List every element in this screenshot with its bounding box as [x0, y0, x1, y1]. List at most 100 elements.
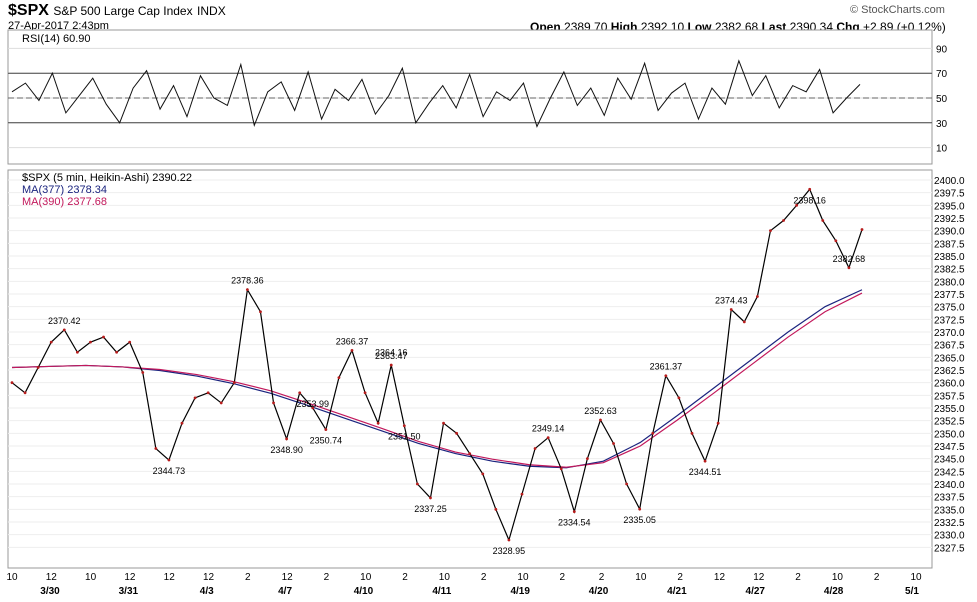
price-point [755, 295, 759, 298]
price-tick-label: 2327.5 [934, 543, 965, 554]
price-tick-label: 2372.5 [934, 315, 965, 326]
price-annotation: 2353.99 [296, 399, 329, 409]
price-point [729, 308, 733, 311]
ma2-label: MA(390) 2377.68 [22, 196, 107, 208]
price-annotation: 2364.16 [375, 348, 408, 358]
x-tick-label: 10 [635, 572, 647, 583]
price-point [298, 391, 302, 395]
brand-logo: © StockCharts.com [850, 4, 945, 16]
price-point [180, 421, 184, 425]
x-date-label: 4/27 [746, 586, 766, 597]
price-annotation: 2335.05 [623, 515, 656, 525]
price-annotation: 2378.36 [231, 276, 264, 286]
price-point [507, 538, 511, 542]
price-point [23, 391, 27, 395]
x-date-label: 3/30 [40, 586, 60, 597]
price-point [10, 381, 14, 385]
price-point [337, 376, 341, 379]
ma1-label: MA(377) 2378.34 [22, 184, 107, 196]
price-annotation: 2351.50 [388, 432, 421, 442]
price-point [625, 482, 629, 486]
price-tick-label: 2382.5 [934, 265, 965, 276]
price-point [860, 228, 864, 231]
price-point [324, 428, 328, 431]
price-tick-label: 2395.0 [934, 201, 965, 212]
header-date: 27-Apr-2017 2:43pm [8, 20, 109, 32]
price-point [206, 391, 210, 395]
price-point [599, 418, 602, 422]
rsi-tick-label: 30 [936, 119, 948, 130]
price-point [219, 401, 223, 405]
price-point [75, 350, 79, 354]
x-tick-label: 2 [402, 572, 408, 583]
price-point [546, 436, 550, 440]
x-tick-label: 2 [324, 572, 330, 583]
price-point [742, 320, 746, 324]
price-tick-label: 2400.0 [934, 176, 965, 187]
price-annotation: 2337.25 [414, 504, 447, 514]
price-point [468, 452, 472, 455]
x-tick-label: 12 [203, 572, 215, 583]
price-tick-label: 2357.5 [934, 391, 965, 402]
price-annotation: 2348.90 [270, 445, 303, 455]
price-annotation: 2350.74 [310, 436, 343, 446]
price-annotation: 2366.37 [336, 336, 369, 346]
price-point [703, 459, 707, 463]
price-point [690, 431, 694, 435]
price-annotation: 2374.43 [715, 296, 748, 306]
price-tick-label: 2330.0 [934, 531, 965, 542]
x-date-label: 3/31 [119, 586, 139, 597]
price-tick-label: 2335.0 [934, 505, 965, 516]
price-tick-label: 2367.5 [934, 341, 965, 352]
price-point [834, 239, 838, 243]
x-tick-label: 10 [6, 572, 18, 583]
price-annotation: 2344.73 [153, 466, 186, 476]
price-point [769, 229, 772, 233]
x-tick-label: 2 [874, 572, 880, 583]
rsi-panel-frame [7, 29, 933, 165]
price-point [376, 421, 380, 425]
price-point [402, 424, 406, 428]
price-tick-label: 2345.0 [934, 455, 965, 466]
x-date-label: 4/19 [510, 586, 530, 597]
x-date-label: 4/7 [278, 586, 292, 597]
rsi-tick-label: 70 [936, 69, 948, 80]
price-point [664, 374, 668, 378]
price-point [572, 510, 576, 514]
price-annotation: 2363.47 [375, 351, 408, 361]
price-annotation: 2352.63 [584, 406, 617, 416]
exchange: INDX [197, 4, 226, 18]
price-line [11, 188, 863, 542]
price-point [795, 203, 799, 207]
x-tick-label: 2 [599, 572, 605, 583]
price-tick-label: 2342.5 [934, 467, 965, 478]
price-point [638, 507, 642, 511]
price-point [481, 472, 485, 476]
x-date-label: 4/3 [200, 586, 214, 597]
x-tick-label: 2 [245, 572, 251, 583]
x-date-label: 4/10 [354, 586, 374, 597]
price-tick-label: 2337.5 [934, 493, 965, 504]
price-tick-label: 2350.0 [934, 429, 965, 440]
price-point [442, 421, 445, 425]
index-name: S&P 500 Large Cap Index [53, 4, 193, 18]
price-point [585, 457, 589, 461]
price-point [128, 340, 132, 344]
price-point [141, 371, 145, 374]
price-tick-label: 2332.5 [934, 518, 965, 529]
price-point [808, 187, 812, 191]
x-tick-label: 12 [124, 572, 136, 583]
price-point [389, 363, 393, 367]
price-tick-label: 2355.0 [934, 404, 965, 415]
price-point [455, 431, 459, 435]
price-point [651, 431, 655, 435]
x-tick-label: 10 [439, 572, 451, 583]
price-tick-label: 2375.0 [934, 303, 965, 314]
x-tick-label: 12 [753, 572, 765, 583]
price-annotation: 2370.42 [48, 316, 81, 326]
price-point [847, 266, 851, 270]
x-tick-label: 12 [164, 572, 176, 583]
price-point [259, 310, 262, 314]
price-annotation: 2398.16 [793, 195, 826, 205]
